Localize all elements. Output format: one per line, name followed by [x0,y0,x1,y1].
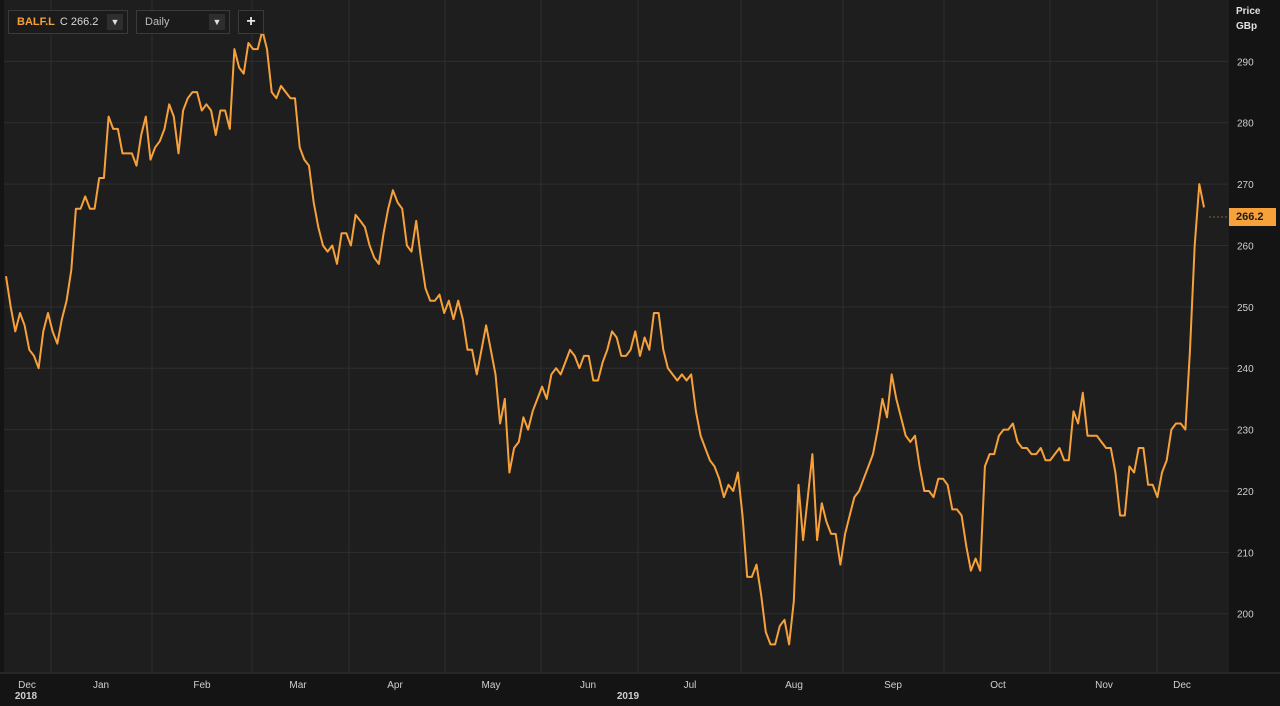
x-tick-label: Aug [785,680,803,691]
y-tick-label: 200 [1237,610,1254,621]
x-tick-label: Sep [884,680,902,691]
last-price-tag: 266.2 [1229,208,1276,226]
x-tick-label: Jul [684,680,697,691]
close-value: C 266.2 [59,16,99,28]
symbol-selector[interactable]: BALF.L C 266.2 ▼ [8,10,128,34]
x-tick-label: Feb [193,680,211,691]
x-axis: Dec Jan Feb Mar Apr May Jun Jul Aug Sep Oct Nov Dec2… [0,672,1280,702]
x-tick-label: Nov [1095,680,1113,691]
y-axis: 200 210 220 230 240 250 260 270 280 290 [1237,57,1254,620]
y-tick-label: 270 [1237,180,1254,191]
add-study-button[interactable]: + [238,10,264,34]
x-tick-label: May [482,680,501,691]
y-tick-label: 240 [1237,364,1254,375]
y-tick-label: 250 [1237,303,1254,314]
y-tick-label: 220 [1237,487,1254,498]
interval-selector[interactable]: Daily ▼ [136,10,230,34]
x-tick-label: Mar [289,680,307,691]
price-axis-unit: GBp [1236,21,1258,32]
x-year-label: 2018 [15,691,38,702]
caret-down-icon[interactable]: ▼ [209,14,225,30]
x-tick-label: Oct [990,680,1006,691]
x-tick-label: Jun [580,680,596,691]
plus-icon: + [246,13,256,30]
price-axis-header: Price GBp [1236,4,1260,34]
y-tick-label: 260 [1237,241,1254,252]
x-year-label: 2019 [617,691,640,702]
x-tick-label: Jan [93,680,109,691]
chart-toolbar: BALF.L C 266.2 ▼ Daily ▼ + [8,10,264,36]
price-line [5,29,1205,646]
y-tick-label: 290 [1237,57,1254,68]
last-price-value: 266.2 [1236,211,1264,223]
grid [4,0,1229,672]
price-axis-label: Price [1236,6,1261,17]
x-tick-label: Dec [18,680,36,691]
y-tick-label: 280 [1237,119,1254,130]
symbol-label: BALF.L [17,16,55,28]
caret-down-icon[interactable]: ▼ [107,14,123,30]
x-tick-label: Apr [387,680,403,691]
x-tick-label: Dec [1173,680,1191,691]
interval-label: Daily [145,16,170,28]
y-tick-label: 230 [1237,426,1254,437]
y-tick-label: 210 [1237,548,1254,559]
